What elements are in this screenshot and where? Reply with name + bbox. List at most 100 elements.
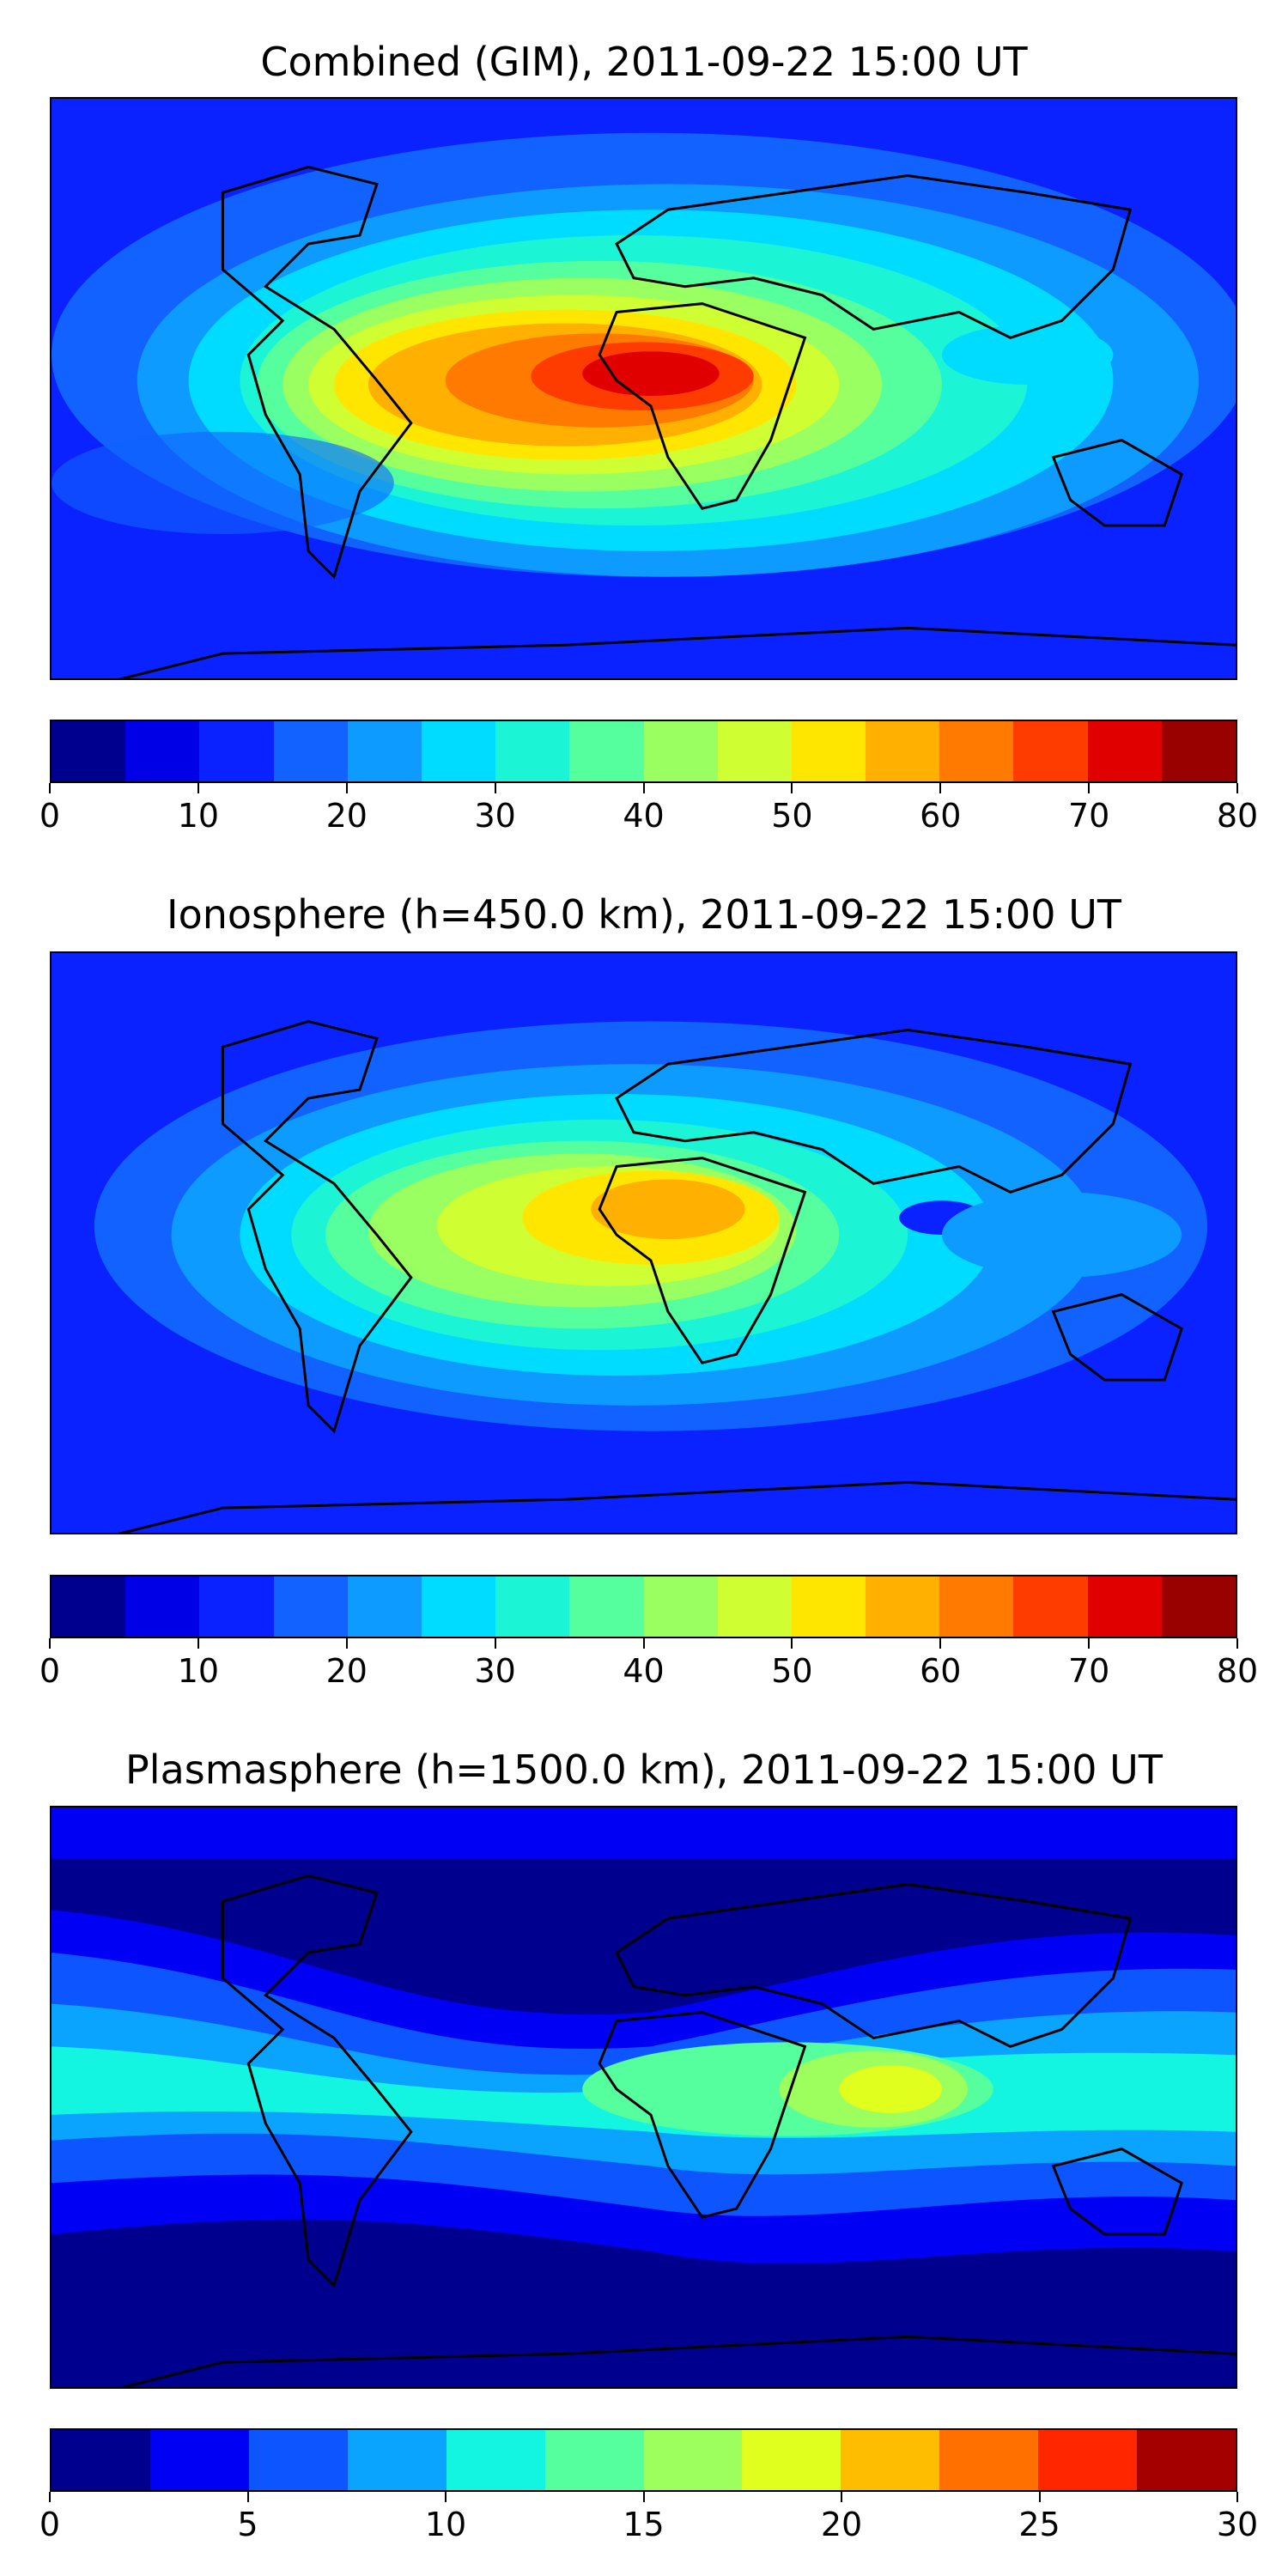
tec-contour-map <box>52 99 1236 678</box>
tec-map-combined <box>50 97 1237 680</box>
colorbar-tick-mark <box>1088 1638 1091 1649</box>
colorbar-segment <box>791 721 866 781</box>
colorbar-segment <box>347 1577 422 1637</box>
colorbar-segment <box>347 2430 447 2490</box>
colorbar-segment <box>1137 2430 1236 2490</box>
colorbar-tick-mark <box>791 783 793 793</box>
colorbar-tick-label: 5 <box>237 2506 258 2543</box>
colorbar-segment <box>569 1577 644 1637</box>
colorbar-segment <box>446 2430 545 2490</box>
tec-contour-map <box>52 953 1236 1533</box>
colorbar-segment <box>273 721 348 781</box>
colorbar-segment <box>149 2430 249 2490</box>
colorbar-ticks: 0 10 20 30 40 50 60 70 80 <box>39 1638 1258 1690</box>
colorbar-segment <box>495 721 570 781</box>
colorbar-segment <box>939 721 1014 781</box>
colorbar-tick-label: 30 <box>1216 2506 1259 2543</box>
colorbar-tick-label: 0 <box>39 2506 61 2543</box>
colorbar-segment <box>742 2430 841 2490</box>
colorbar-segment <box>421 1577 496 1637</box>
colorbar-tick-label: 10 <box>424 2506 467 2543</box>
colorbar-tick-mark <box>197 783 199 793</box>
colorbar-tick-label: 25 <box>1018 2506 1060 2543</box>
colorbar-tick-label: 10 <box>177 797 220 835</box>
colorbar-segment <box>643 2430 743 2490</box>
colorbar-segment <box>1013 721 1088 781</box>
colorbar-segment <box>866 1577 940 1637</box>
colorbar-segment <box>939 2430 1039 2490</box>
colorbar-tick-label: 50 <box>771 797 813 835</box>
colorbar-tick-label: 20 <box>820 2506 863 2543</box>
colorbar-tick-mark <box>494 783 496 793</box>
colorbar-segment <box>544 2430 644 2490</box>
colorbar-tick-label: 20 <box>325 1652 368 1690</box>
colorbar-tick-mark <box>345 783 348 793</box>
colorbar-segment <box>1013 1577 1088 1637</box>
colorbar <box>50 720 1237 783</box>
colorbar-segment <box>643 721 718 781</box>
colorbar-tick-label: 0 <box>39 797 61 835</box>
colorbar-segment <box>1161 721 1236 781</box>
colorbar-segment <box>841 2430 940 2490</box>
colorbar-tick-mark <box>642 1638 645 1649</box>
panel-title: Plasmasphere (h=1500.0 km), 2011-09-22 1… <box>125 1747 1163 1793</box>
colorbar <box>50 2428 1237 2492</box>
colorbar-segment <box>125 721 200 781</box>
colorbar-segment <box>717 721 792 781</box>
colorbar-tick-label: 0 <box>39 1652 61 1690</box>
colorbar-tick-mark <box>1236 1638 1238 1649</box>
panel-title: Combined (GIM), 2011-09-22 15:00 UT <box>260 39 1028 85</box>
colorbar-tick-label: 60 <box>920 797 962 835</box>
colorbar-segment <box>791 1577 866 1637</box>
colorbar-ticks: 0 10 20 30 40 50 60 70 80 <box>39 783 1258 835</box>
colorbar-segment <box>273 1577 348 1637</box>
colorbar-tick-mark <box>246 2492 249 2502</box>
colorbar-tick-mark <box>49 1638 51 1649</box>
colorbar-segment <box>643 1577 718 1637</box>
colorbar-tick-label: 40 <box>623 797 665 835</box>
colorbar-segment <box>717 1577 792 1637</box>
colorbar-tick-label: 60 <box>920 1652 962 1690</box>
colorbar-tick-label: 30 <box>474 1652 516 1690</box>
colorbar-tick-mark <box>642 783 645 793</box>
colorbar-segment <box>421 721 496 781</box>
colorbar-segment <box>1087 721 1162 781</box>
colorbar-tick-label: 70 <box>1067 797 1110 835</box>
colorbar-tick-label: 70 <box>1067 1652 1110 1690</box>
colorbar-segment <box>52 2430 150 2490</box>
colorbar-tick-mark <box>791 1638 793 1649</box>
tec-map-plasmasphere <box>50 1806 1237 2389</box>
colorbar-segment <box>52 1577 126 1637</box>
colorbar-tick-mark <box>841 2492 842 2502</box>
colorbar-tick-label: 80 <box>1216 797 1259 835</box>
colorbar-tick-mark <box>642 2492 645 2502</box>
colorbar-segment <box>52 721 126 781</box>
colorbar-tick-label: 10 <box>177 1652 220 1690</box>
tec-contour-map <box>52 1807 1236 2387</box>
colorbar-tick-mark <box>494 1638 496 1649</box>
colorbar-tick-mark <box>1088 783 1091 793</box>
tec-map-ionosphere <box>50 951 1237 1534</box>
colorbar-ticks: 0 5 10 15 20 25 30 <box>39 2492 1258 2543</box>
colorbar-segment <box>199 721 274 781</box>
colorbar-tick-label: 30 <box>474 797 516 835</box>
colorbar-tick-mark <box>49 783 51 793</box>
colorbar-segment <box>125 1577 200 1637</box>
colorbar-tick-mark <box>197 1638 199 1649</box>
colorbar-segment <box>347 721 422 781</box>
colorbar-segment <box>495 1577 570 1637</box>
colorbar-segment <box>1161 1577 1236 1637</box>
panel-title: Ionosphere (h=450.0 km), 2011-09-22 15:0… <box>167 891 1121 938</box>
colorbar-segment <box>199 1577 274 1637</box>
colorbar-tick-label: 80 <box>1216 1652 1259 1690</box>
colorbar-tick-label: 40 <box>623 1652 665 1690</box>
colorbar-segment <box>248 2430 348 2490</box>
colorbar-tick-mark <box>939 783 942 793</box>
colorbar-segment <box>1087 1577 1162 1637</box>
colorbar-segment <box>1038 2430 1138 2490</box>
colorbar-tick-mark <box>1236 2492 1238 2502</box>
colorbar-tick-mark <box>345 1638 348 1649</box>
colorbar-segment <box>569 721 644 781</box>
colorbar-segment <box>866 721 940 781</box>
colorbar-tick-mark <box>1038 2492 1041 2502</box>
